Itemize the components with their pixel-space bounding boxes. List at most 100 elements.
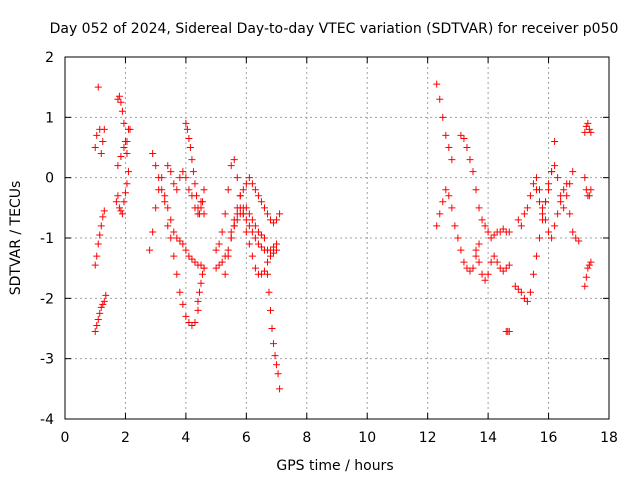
data-point xyxy=(517,288,525,296)
data-point xyxy=(551,137,559,145)
data-point xyxy=(102,291,110,299)
data-point xyxy=(224,246,232,254)
data-point xyxy=(176,237,184,245)
data-point xyxy=(257,243,265,251)
data-point xyxy=(199,198,207,206)
data-point xyxy=(179,300,187,308)
data-point xyxy=(545,228,553,236)
data-point xyxy=(224,252,232,260)
data-point xyxy=(478,216,486,224)
series-s28 xyxy=(581,258,595,290)
data-point xyxy=(164,222,172,230)
data-point xyxy=(587,186,595,194)
data-point xyxy=(230,156,238,164)
data-point xyxy=(587,128,595,136)
data-point xyxy=(126,125,134,133)
data-point xyxy=(529,270,537,278)
data-point xyxy=(263,270,271,278)
data-point xyxy=(514,216,522,224)
data-point xyxy=(263,210,271,218)
data-point xyxy=(161,198,169,206)
data-point xyxy=(251,222,259,230)
data-point xyxy=(475,258,483,266)
data-point xyxy=(551,222,559,230)
data-point xyxy=(581,128,589,136)
x-tick-label: 14 xyxy=(479,430,497,446)
series-s16 xyxy=(263,270,284,393)
data-point xyxy=(265,288,273,296)
series-s18 xyxy=(433,186,483,275)
data-point xyxy=(236,210,244,218)
data-point xyxy=(251,186,259,194)
series-s7 xyxy=(146,174,202,329)
data-point xyxy=(176,288,184,296)
data-point xyxy=(185,186,193,194)
series-s11 xyxy=(194,264,208,305)
series-s21 xyxy=(481,222,513,242)
data-point xyxy=(469,168,477,176)
data-point xyxy=(197,279,205,287)
data-point xyxy=(239,186,247,194)
data-point xyxy=(186,144,194,151)
data-point xyxy=(481,276,489,284)
data-point xyxy=(91,328,99,336)
data-point xyxy=(436,210,444,218)
data-point xyxy=(121,189,129,197)
data-point xyxy=(152,204,160,212)
data-point xyxy=(197,204,205,212)
data-point xyxy=(189,168,197,176)
data-point xyxy=(192,192,200,200)
data-point xyxy=(514,285,522,293)
data-point xyxy=(499,225,507,233)
data-point xyxy=(270,219,278,227)
data-point xyxy=(94,315,102,323)
data-point xyxy=(233,204,241,212)
y-tick-label: -1 xyxy=(40,231,54,247)
data-point xyxy=(195,288,203,296)
data-point xyxy=(191,258,199,266)
series-s10 xyxy=(182,119,208,218)
data-point xyxy=(493,258,501,266)
series-s19 xyxy=(457,131,486,224)
data-point xyxy=(463,144,471,151)
data-point xyxy=(97,150,105,158)
data-point xyxy=(242,228,250,236)
data-point xyxy=(554,174,562,182)
data-point xyxy=(91,144,99,151)
data-point xyxy=(542,198,550,206)
y-axis-label: SDTVAR / TECUs xyxy=(8,181,24,296)
data-point xyxy=(457,131,465,139)
data-point xyxy=(164,204,172,212)
data-point xyxy=(114,192,122,200)
data-point xyxy=(100,125,108,133)
data-point xyxy=(200,264,208,272)
data-point xyxy=(199,270,207,278)
data-point xyxy=(587,258,595,266)
data-point xyxy=(227,162,235,170)
data-point xyxy=(242,204,250,212)
data-point xyxy=(117,207,125,215)
data-point xyxy=(270,249,278,257)
data-point xyxy=(472,246,480,254)
data-point xyxy=(582,122,590,130)
series-s27 xyxy=(581,174,595,200)
series-s12 xyxy=(212,156,281,278)
data-point xyxy=(94,240,102,248)
x-tick-label: 8 xyxy=(302,430,311,446)
data-point xyxy=(248,216,256,224)
data-point xyxy=(245,240,253,248)
data-point xyxy=(490,252,498,260)
data-point xyxy=(463,264,471,272)
data-point xyxy=(442,186,450,194)
data-point xyxy=(557,198,565,206)
data-point xyxy=(158,186,166,194)
data-point xyxy=(182,246,190,254)
data-point xyxy=(271,352,279,360)
data-point xyxy=(276,385,284,393)
x-tick-label: 4 xyxy=(181,430,190,446)
data-point xyxy=(93,131,101,139)
data-point xyxy=(433,222,441,230)
data-point xyxy=(182,174,190,182)
data-point xyxy=(433,80,441,88)
